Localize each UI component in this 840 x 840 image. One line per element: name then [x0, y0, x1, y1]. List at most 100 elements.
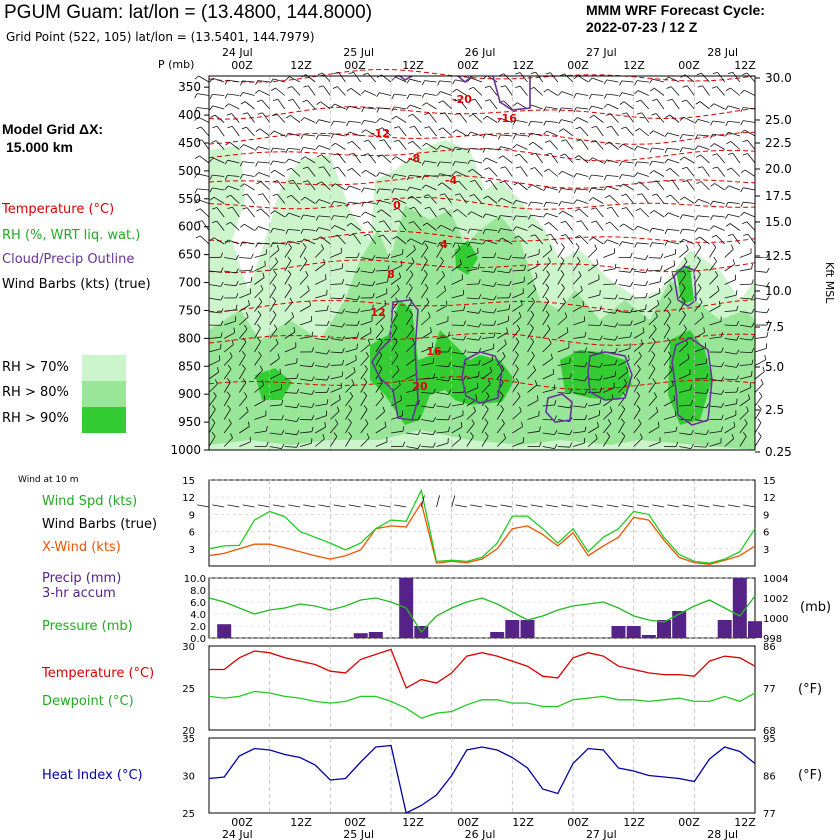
xs-wind-barb: [288, 132, 301, 137]
xs-wind-barb-flag: [463, 398, 465, 405]
xs-wind-barb-flag: [355, 355, 357, 361]
xs-wind-barb: [512, 281, 525, 285]
model-grid-line1: Model Grid ΔX:: [2, 121, 104, 137]
xs-wind-barb: [713, 225, 725, 231]
legend-wind-barbs: Wind Barbs (kts) (true): [2, 277, 151, 292]
xs-wind-barb-flag: [393, 126, 399, 129]
xs-wind-barb: [485, 239, 498, 245]
xs-wind-barb-flag: [605, 113, 611, 116]
xs-wind-barb: [579, 126, 589, 137]
xs-wind-barb-flag: [762, 366, 765, 372]
xs-wind-barb: [557, 378, 570, 380]
xs-wind-barb-flag: [489, 366, 492, 372]
xs-wind-barb: [288, 148, 301, 150]
heat-tick-left: 35: [182, 734, 195, 745]
xs-wind-barb: [557, 273, 565, 285]
xs-wind-barb: [379, 107, 392, 110]
xs-wind-barb-flag: [463, 375, 467, 381]
xs-wind-barb-flag: [377, 127, 383, 131]
xs-wind-barb-flag: [376, 172, 381, 177]
xs-wind-barb: [527, 276, 538, 285]
xs-wind-barb: [577, 75, 589, 83]
xs-wind-barb-flag: [326, 387, 330, 393]
xs-wind-barb-flag: [257, 337, 262, 342]
xs-wind-barb: [208, 284, 221, 287]
xs-wind-barb-flag: [213, 391, 217, 397]
xs-wind-barb: [439, 242, 452, 245]
xs-wind-barb: [545, 106, 558, 110]
xs-wind-barb-flag: [432, 388, 436, 394]
xs-wind-barb-flag: [387, 253, 391, 259]
xs-wind-barb-flag: [484, 167, 490, 170]
xs-wind-barb-flag: [316, 236, 322, 240]
xs-wind-barb-flag: [379, 139, 385, 142]
xs-wind-barb: [223, 381, 231, 393]
precip-tick: 8.0: [190, 586, 206, 597]
xs-wind-barb: [208, 371, 219, 380]
xs-wind-barb-flag: [599, 320, 603, 326]
xs-wind-barb-flag: [542, 213, 547, 218]
xs-wind-barb-flag: [220, 320, 224, 326]
xs-wind-barb: [436, 290, 447, 299]
xs-wind-barb: [269, 388, 282, 393]
xs-wind-barb-flag: [712, 153, 718, 156]
xs-wind-barb: [198, 116, 210, 123]
xs-wind-barb-flag: [630, 332, 632, 338]
xs-wind-barb-flag: [669, 284, 673, 290]
xs-wind-barb: [227, 185, 240, 191]
xs-wind-barb: [517, 182, 528, 191]
precip-accum-label: 3-hr accum: [42, 586, 116, 601]
xs-wind-barb-flag: [681, 99, 687, 103]
xs-wind-barb-flag: [459, 259, 462, 265]
xs-wind-barb-flag: [272, 310, 277, 316]
xs-wind-barb-flag: [392, 236, 398, 240]
xs-wind-barb: [678, 287, 686, 299]
xs-wind-barb: [542, 314, 550, 326]
xs-wind-barb-flag: [195, 208, 201, 212]
xs-wind-barb: [272, 160, 285, 164]
xs-wind-barb: [603, 364, 616, 366]
xs-wind-barb-flag: [443, 285, 447, 291]
xs-wind-barb-flag: [454, 112, 460, 115]
xs-wind-barb: [618, 422, 625, 434]
xs-wind-barb: [618, 297, 631, 301]
xs-wind-barb-flag: [341, 278, 345, 284]
xs-wind-barb: [390, 253, 403, 258]
xs-wind-barb-flag: [621, 405, 626, 410]
xs-wind-barb-flag: [705, 388, 709, 394]
xs-wind-barb-flag: [636, 112, 642, 115]
xs-wind-barb: [277, 193, 286, 204]
xs-wind-barb: [466, 436, 474, 447]
xs-wind-barb: [348, 213, 361, 218]
xs-wind-barb: [561, 201, 574, 204]
pressure-line: [208, 595, 756, 634]
xs-wind-barb-flag: [275, 338, 279, 344]
temperature-line: [209, 648, 756, 689]
xs-wind-barb: [409, 94, 422, 96]
xs-wind-barb: [227, 159, 240, 164]
xs-wind-barb-flag: [607, 419, 612, 424]
xs-wind-barb-flag: [285, 212, 290, 218]
xs-wind-barb: [683, 238, 695, 245]
xs-wind-barb-flag: [537, 395, 539, 401]
xs-wind-barb: [375, 426, 387, 434]
xs-wind-barb: [318, 199, 331, 204]
xs-wind-barb: [424, 93, 437, 96]
xs-wind-barb-flag: [270, 160, 274, 166]
xs-wind-barb-flag: [660, 276, 662, 282]
xs-wind-barb-flag: [574, 208, 580, 212]
xs-wind-barb: [345, 359, 357, 366]
surface-wind-barb: [591, 504, 604, 508]
xs-wind-barb-flag: [721, 332, 723, 337]
xs-wind-barb-flag: [432, 417, 437, 422]
cloud-outline-8: [673, 265, 697, 307]
xs-wind-barb-flag: [363, 153, 369, 156]
xs-wind-barb: [744, 169, 756, 177]
xs-wind-barb: [254, 415, 267, 420]
xs-wind-barb: [420, 247, 429, 258]
xs-wind-barb: [709, 405, 722, 408]
xs-wind-barb: [345, 396, 354, 407]
xs-wind-barb: [227, 239, 240, 245]
xs-wind-barb-flag: [649, 78, 653, 84]
xs-wind-barb: [595, 207, 604, 218]
